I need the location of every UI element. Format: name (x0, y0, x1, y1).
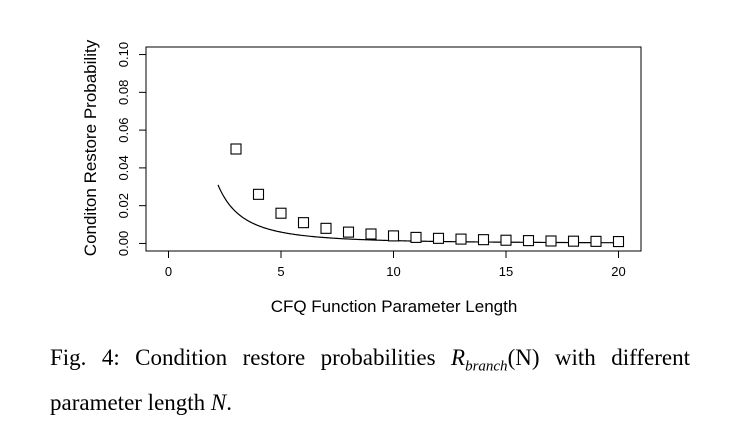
data-point (230, 143, 242, 155)
data-point (500, 234, 512, 246)
data-point (320, 222, 332, 234)
data-point (455, 233, 467, 245)
y-tick-label: 0.08 (116, 80, 131, 105)
plot-area: 0 5 10 15 20 0.00 0.02 0.04 0.06 0.08 0.10 (116, 42, 642, 279)
data-point (365, 228, 377, 240)
figure-caption: Fig. 4: Condition restore probabilities … (50, 340, 690, 420)
caption-math-r: Rbranch(N) (451, 345, 540, 375)
caption-text-middle: with different parameter length (50, 345, 690, 415)
x-tick-label: 15 (499, 264, 513, 279)
data-point (342, 226, 355, 238)
data-point (275, 207, 287, 219)
data-point (612, 236, 625, 248)
y-axis-label: Conditon Restore Probability (81, 39, 100, 256)
y-tick-label: 0.02 (116, 193, 131, 218)
x-tick-label: 10 (386, 264, 400, 279)
data-point (432, 232, 445, 244)
plot-frame (145, 46, 642, 252)
data-point (387, 230, 400, 242)
x-axis-label: CFQ Function Parameter Length (271, 297, 518, 316)
y-tick-label: 0.04 (116, 155, 131, 180)
caption-text-end: . (226, 389, 233, 415)
data-point (252, 188, 265, 200)
data-point (590, 235, 602, 247)
y-tick-label: 0.10 (116, 42, 131, 67)
y-tick-label: 0.06 (116, 117, 131, 142)
data-point (410, 231, 422, 243)
chart: 0 5 10 15 20 0.00 0.02 0.04 0.06 0.08 0.10 CFQ Fun… (81, 39, 642, 316)
x-tick-label: 5 (277, 264, 284, 279)
caption-text-before: Condition restore probabilities (135, 345, 436, 370)
data-point (477, 234, 490, 246)
x-tick-label: 0 (165, 264, 172, 279)
data-point (522, 235, 535, 247)
x-tick-label: 20 (611, 264, 625, 279)
data-point (545, 235, 557, 247)
caption-label: Fig. 4: (50, 345, 120, 370)
caption-math-n: N (210, 389, 227, 415)
data-point (567, 235, 580, 247)
data-point (297, 217, 310, 229)
y-tick-label: 0.00 (116, 231, 131, 256)
